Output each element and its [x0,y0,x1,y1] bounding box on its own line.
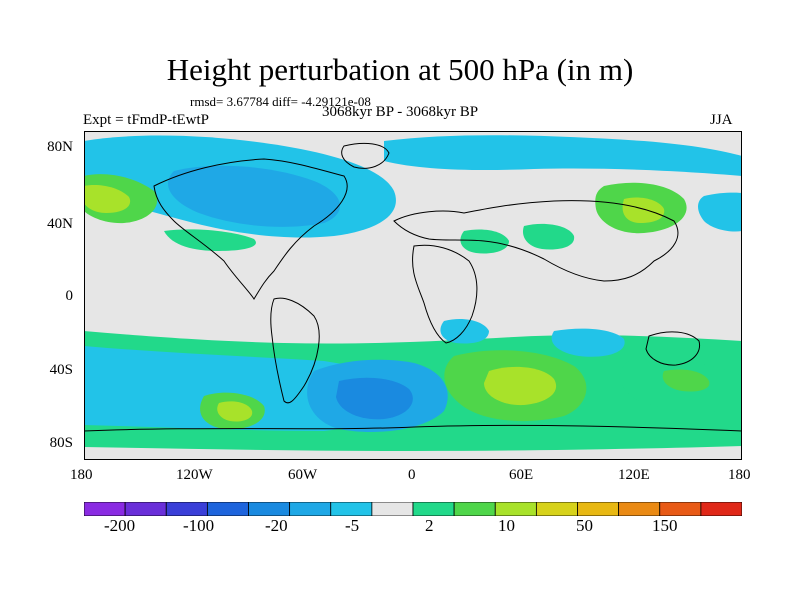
contour-fills [84,135,742,451]
colorbar-tick-label: 2 [425,516,434,535]
colorbar-swatch [453,502,496,516]
lon-tick-label: 120W [176,467,213,483]
lat-tick-label: 0 [65,288,74,304]
season-label: JJA [710,112,733,128]
lat-tick-label: 40N [47,216,73,232]
lon-tick-label: 0 [408,467,416,483]
contour-fill [622,197,665,223]
contour-fill [484,366,557,406]
colorbar-swatch [330,502,373,516]
colorbar-swatch [84,502,126,516]
colorbar-swatch [412,502,455,516]
contour-fill [384,135,742,176]
lat-tick-label: 40S [49,362,73,378]
colorbar-tick-label: -5 [345,516,360,535]
experiment-label: Expt = tFmdP-tEwtP [83,112,209,128]
colorbar-swatch [618,502,661,516]
contour-fill [522,223,575,250]
contour-fill [551,328,625,357]
colorbar-swatch [577,502,620,516]
lat-tick-label: 80S [49,435,73,451]
coastlines [84,142,742,432]
contour-fill [698,192,742,232]
colorbar-swatch [371,502,414,516]
map-plot [84,131,742,460]
colorbar-tick-label: -100 [183,516,215,535]
contour-fill [336,377,413,420]
colorbar-tick-label: -20 [265,516,288,535]
colorbar-swatch [535,502,578,516]
lon-tick-label: 180 [70,467,93,483]
stats-label: rmsd= 3.67784 diff= -4.29121e-08 [190,94,371,109]
contour-fill [440,319,489,344]
colorbar-swatch [248,502,291,516]
contour-fill [168,165,341,227]
colorbar-swatch [494,502,537,516]
contour-fill [84,185,131,213]
colorbar-tick-label: -200 [104,516,136,535]
colorbar-swatch [289,502,332,516]
lon-tick-label: 120E [618,467,650,483]
lat-tick-label: 80N [47,139,73,155]
colorbar [84,502,742,516]
contour-fill [662,369,710,392]
colorbar-swatch [659,502,702,516]
lon-tick-label: 60W [288,467,318,483]
lon-tick-label: 60E [509,467,534,483]
colorbar-swatch [124,502,167,516]
colorbar-swatch [206,502,249,516]
map-frame [84,131,742,460]
colorbar-tick-label: 10 [498,516,515,535]
colorbar-tick-label: 50 [576,516,593,535]
contour-fill [217,401,253,422]
lon-tick-label: 180 [728,467,751,483]
plot-title: Height perturbation at 500 hPa (in m) [166,52,634,87]
colorbar-swatch [165,502,208,516]
colorbar-tick-label: 150 [652,516,678,535]
contour-fill [164,229,256,251]
period-label: 3068kyr BP - 3068kyr BP [321,104,479,120]
colorbar-swatch [700,502,742,516]
